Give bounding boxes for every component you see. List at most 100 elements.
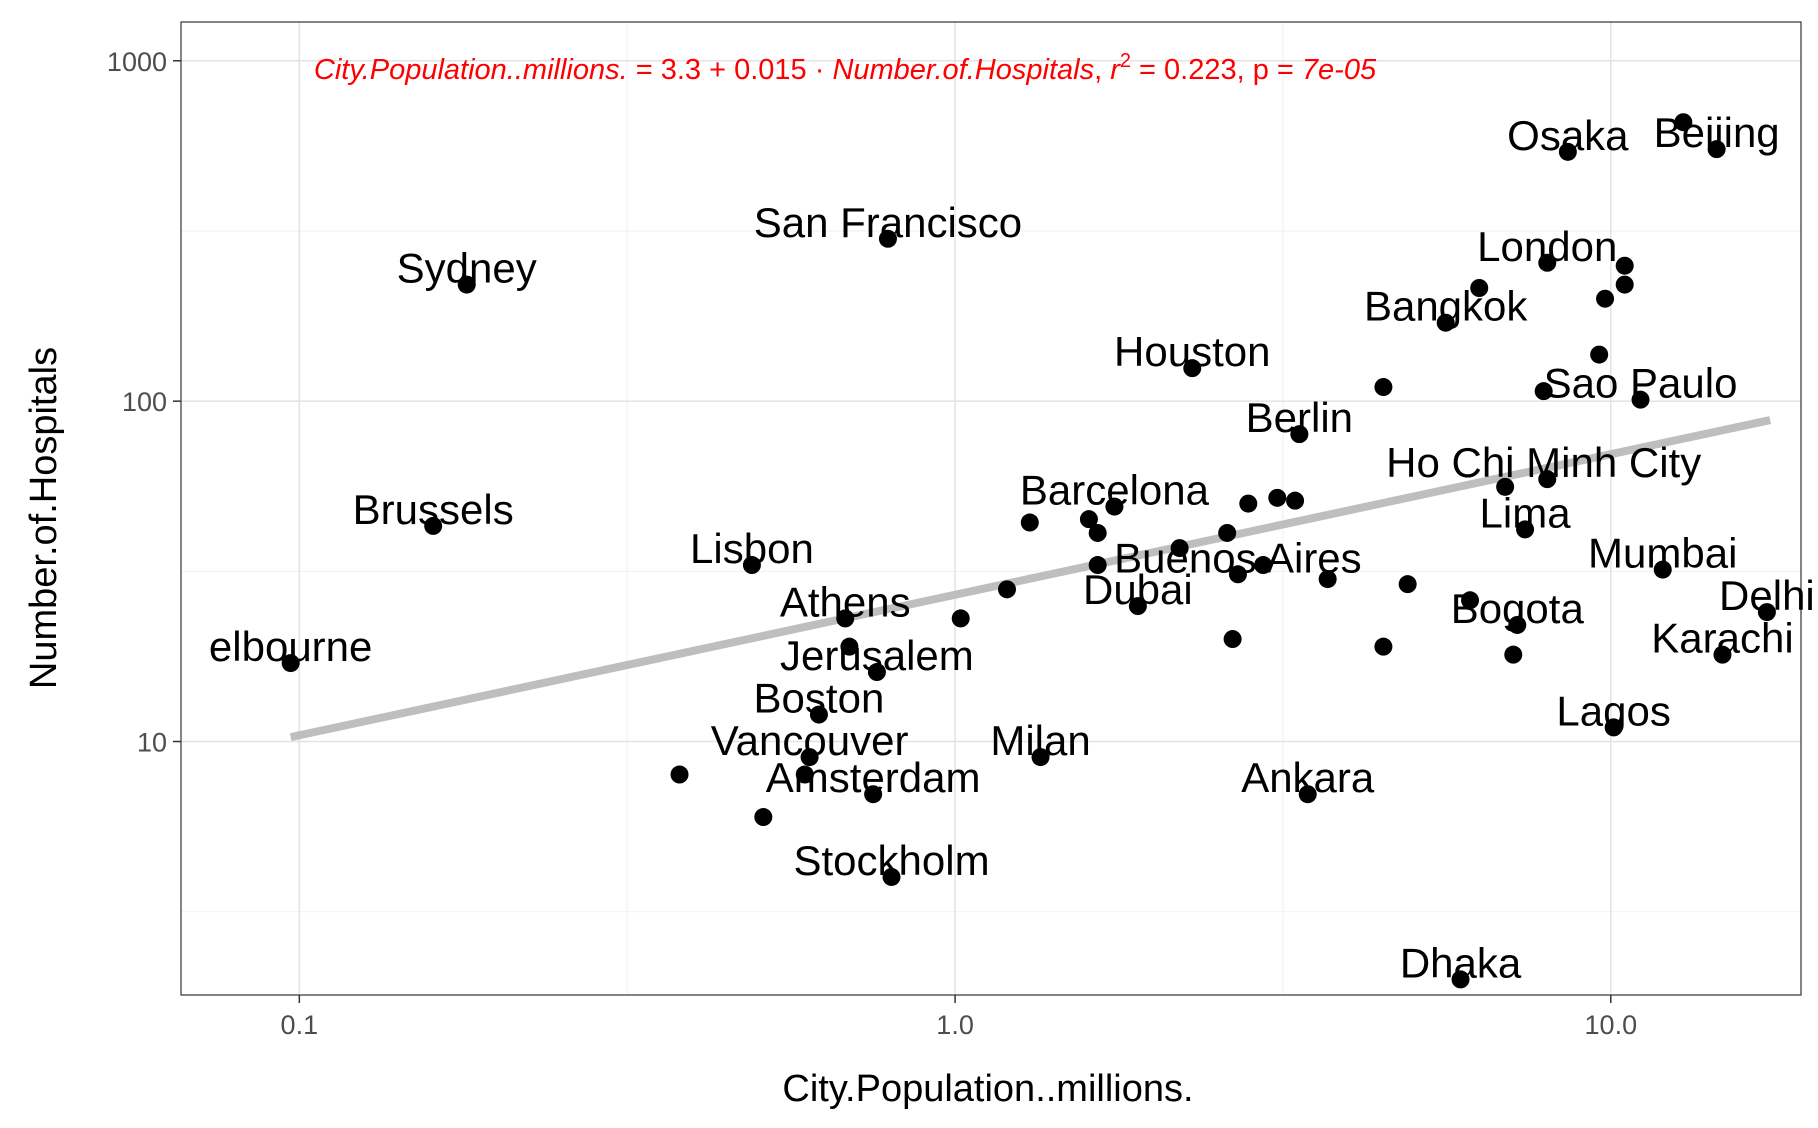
annotation-equation: = 3.3 + 0.015 · xyxy=(628,54,833,86)
point-label: Buenos Aires xyxy=(1114,534,1362,581)
point-label: Boston xyxy=(754,675,885,722)
data-point xyxy=(800,748,819,767)
point-label: Vancouver xyxy=(711,717,909,764)
data-point xyxy=(1223,630,1242,649)
data-point xyxy=(1534,382,1553,401)
data-point xyxy=(1374,637,1393,656)
data-point xyxy=(795,765,814,784)
point-label: Jerusalem xyxy=(780,632,974,679)
trend-line xyxy=(289,416,1772,742)
data-point xyxy=(1436,313,1455,332)
x-tick-label: 10.0 xyxy=(1585,1010,1638,1040)
data-point xyxy=(1318,570,1337,589)
data-point xyxy=(1374,378,1393,397)
annotation-rhs: Number.of.Hospitals xyxy=(832,54,1094,86)
point-label: Bogota xyxy=(1451,585,1585,632)
data-point xyxy=(1615,256,1634,275)
data-point xyxy=(1757,603,1776,622)
data-point xyxy=(457,275,476,294)
y-tick-label: 100 xyxy=(122,387,167,417)
data-point xyxy=(1079,510,1098,529)
data-point xyxy=(1508,615,1527,634)
point-label: Sydney xyxy=(397,245,537,292)
data-point xyxy=(1615,275,1634,294)
point-label: San Francisco xyxy=(754,199,1022,246)
data-point xyxy=(1470,278,1489,297)
y-tick-label: 10 xyxy=(137,728,167,758)
data-point xyxy=(1020,513,1039,532)
point-label: Dubai xyxy=(1083,566,1193,613)
x-tick-label: 1.0 xyxy=(936,1010,974,1040)
data-point xyxy=(836,609,855,628)
point-label: Mumbai xyxy=(1588,530,1737,577)
data-point xyxy=(1254,556,1273,575)
point-label: Ho Chi Minh City xyxy=(1386,439,1701,486)
data-point xyxy=(1298,785,1317,804)
data-point xyxy=(1631,390,1650,409)
x-tick-label: 0.1 xyxy=(281,1010,319,1040)
data-point xyxy=(1398,575,1417,594)
point-label: Dhaka xyxy=(1400,939,1522,986)
panel-border xyxy=(180,21,1802,996)
data-point xyxy=(1653,560,1672,579)
data-point xyxy=(1088,523,1107,542)
x-axis-title: City.Population..millions. xyxy=(782,1068,1193,1110)
data-point xyxy=(1031,748,1050,767)
annotation-lhs: City.Population..millions. xyxy=(314,54,628,86)
data-point xyxy=(1674,113,1693,132)
point-label: Bangkok xyxy=(1364,283,1528,330)
annotation-r2-symbol: r xyxy=(1110,54,1121,86)
data-point xyxy=(1538,470,1557,489)
data-point xyxy=(1268,488,1287,507)
data-point xyxy=(281,654,300,673)
data-point xyxy=(1538,253,1557,272)
data-point xyxy=(1286,491,1305,510)
grid-minor xyxy=(181,22,1801,995)
point-label: Barcelona xyxy=(1020,467,1210,514)
data-point xyxy=(1461,591,1480,610)
data-point xyxy=(840,637,859,656)
data-point xyxy=(670,765,689,784)
point-label: Athens xyxy=(780,578,911,625)
annotation-r2-value: = 0.223, p = xyxy=(1131,54,1302,86)
point-label: London xyxy=(1477,223,1617,270)
data-point xyxy=(864,785,883,804)
point-label: Osaka xyxy=(1507,112,1629,159)
data-point xyxy=(1088,556,1107,575)
data-point xyxy=(1128,597,1147,616)
data-point xyxy=(1596,289,1615,308)
point-label: Ankara xyxy=(1241,754,1375,801)
data-point xyxy=(1504,645,1523,664)
axis-ticks xyxy=(173,60,1612,1003)
point-label: Brussels xyxy=(353,486,514,533)
point-label: Lisbon xyxy=(690,525,814,572)
data-point xyxy=(1170,539,1189,558)
data-point xyxy=(882,867,901,886)
data-point xyxy=(1183,359,1202,378)
data-point xyxy=(809,705,828,724)
data-point xyxy=(1105,497,1124,516)
data-point xyxy=(1239,494,1258,513)
data-point xyxy=(1218,523,1237,542)
data-point xyxy=(754,808,773,827)
data-point xyxy=(742,556,761,575)
point-labels: elbourne Brussels Sydney Lisbon Athens Jerusa… xyxy=(209,109,1815,986)
data-point xyxy=(424,516,443,535)
point-label: Beijing xyxy=(1654,109,1780,156)
data-point xyxy=(878,229,897,248)
data-point xyxy=(1496,477,1515,496)
data-point xyxy=(1604,718,1623,737)
point-label: Berlin xyxy=(1246,394,1353,441)
data-point xyxy=(1290,425,1309,444)
annotation-separator: , xyxy=(1094,54,1110,86)
point-label: Delhi xyxy=(1719,572,1815,619)
data-point xyxy=(1451,970,1470,989)
point-label: elbourne xyxy=(209,623,372,670)
regression-annotation: City.Population..millions. = 3.3 + 0.015… xyxy=(314,50,1377,86)
data-point xyxy=(1713,645,1732,664)
grid-major xyxy=(181,22,1801,995)
annotation-r2-exponent: 2 xyxy=(1120,50,1131,72)
point-label: Lagos xyxy=(1556,687,1670,734)
